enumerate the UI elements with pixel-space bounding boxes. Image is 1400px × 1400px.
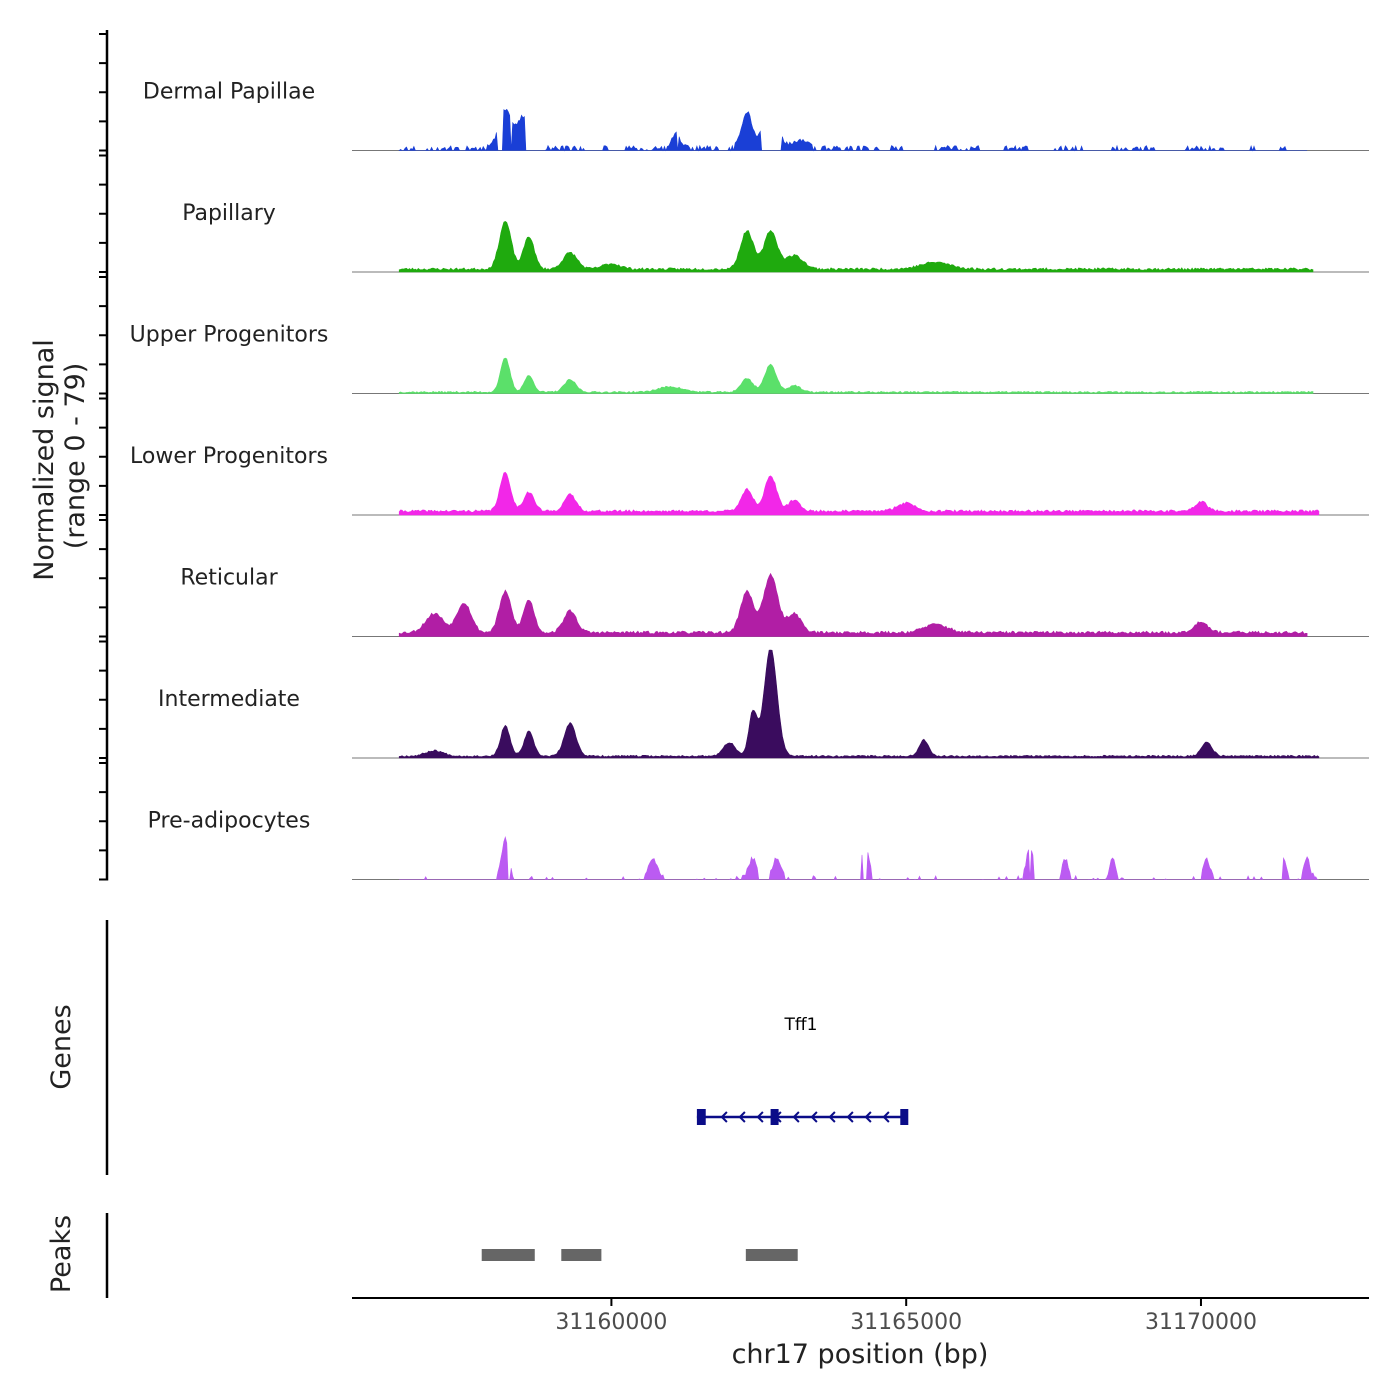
strand-arrow bbox=[792, 1111, 800, 1123]
track-label: Intermediate bbox=[158, 687, 300, 712]
gene-exon bbox=[900, 1109, 909, 1125]
coverage-area bbox=[399, 836, 1319, 881]
track-label: Upper Progenitors bbox=[130, 323, 329, 348]
genes-panel-label: Genes bbox=[46, 1004, 77, 1089]
track-label: Papillary bbox=[182, 201, 276, 226]
coverage-area bbox=[398, 221, 1314, 273]
strand-arrow bbox=[810, 1111, 818, 1123]
strand-arrow bbox=[864, 1111, 872, 1123]
track-dermal-papillae: Dermal Papillae bbox=[143, 80, 1369, 152]
coverage-tracks: Dermal Papillae Papillary Upper Progenitor… bbox=[130, 80, 1369, 881]
peaks-panel-label: Peaks bbox=[46, 1215, 77, 1293]
coverage-area bbox=[398, 649, 1320, 759]
x-axis-title: chr17 position (bp) bbox=[732, 1339, 989, 1370]
strand-arrow bbox=[846, 1111, 854, 1123]
peak-region bbox=[561, 1249, 602, 1261]
track-papillary: Papillary bbox=[182, 201, 1369, 273]
gene-exon bbox=[696, 1109, 706, 1125]
track-reticular: Reticular bbox=[180, 566, 1369, 637]
x-tick-label: 31165000 bbox=[850, 1310, 962, 1335]
strand-arrow bbox=[882, 1111, 890, 1123]
coverage-area bbox=[398, 471, 1320, 516]
coverage-area bbox=[398, 357, 1314, 394]
gene-name-label: Tff1 bbox=[783, 1015, 817, 1035]
coverage-y-axis bbox=[99, 30, 109, 881]
track-pre-adipocytes: Pre-adipocytes bbox=[148, 809, 1369, 881]
track-upper-progenitors: Upper Progenitors bbox=[130, 323, 1369, 394]
track-label: Dermal Papillae bbox=[143, 80, 315, 105]
x-tick-label: 31170000 bbox=[1145, 1310, 1257, 1335]
track-intermediate: Intermediate bbox=[158, 649, 1369, 759]
gene-exon bbox=[770, 1109, 779, 1125]
x-axis-ticks: 31160000 31165000 31170000 bbox=[555, 1298, 1257, 1335]
track-label: Pre-adipocytes bbox=[148, 809, 311, 834]
strand-arrow bbox=[738, 1111, 746, 1123]
track-label: Lower Progenitors bbox=[130, 444, 328, 469]
coverage-area bbox=[398, 572, 1308, 637]
y-axis-title-line1: Normalized signal bbox=[29, 339, 60, 581]
peak-track bbox=[481, 1249, 798, 1261]
x-tick-label: 31160000 bbox=[555, 1310, 667, 1335]
strand-arrow bbox=[756, 1111, 764, 1123]
coverage-area bbox=[398, 108, 1308, 152]
gene-track: Tff1 bbox=[696, 1015, 909, 1125]
track-label: Reticular bbox=[180, 566, 278, 591]
track-lower-progenitors: Lower Progenitors bbox=[130, 444, 1369, 516]
peak-region bbox=[745, 1249, 798, 1261]
peak-region bbox=[481, 1249, 535, 1261]
y-axis-title-line2: (range 0 - 79) bbox=[60, 363, 91, 550]
strand-arrow bbox=[828, 1111, 836, 1123]
strand-arrow bbox=[720, 1111, 728, 1123]
